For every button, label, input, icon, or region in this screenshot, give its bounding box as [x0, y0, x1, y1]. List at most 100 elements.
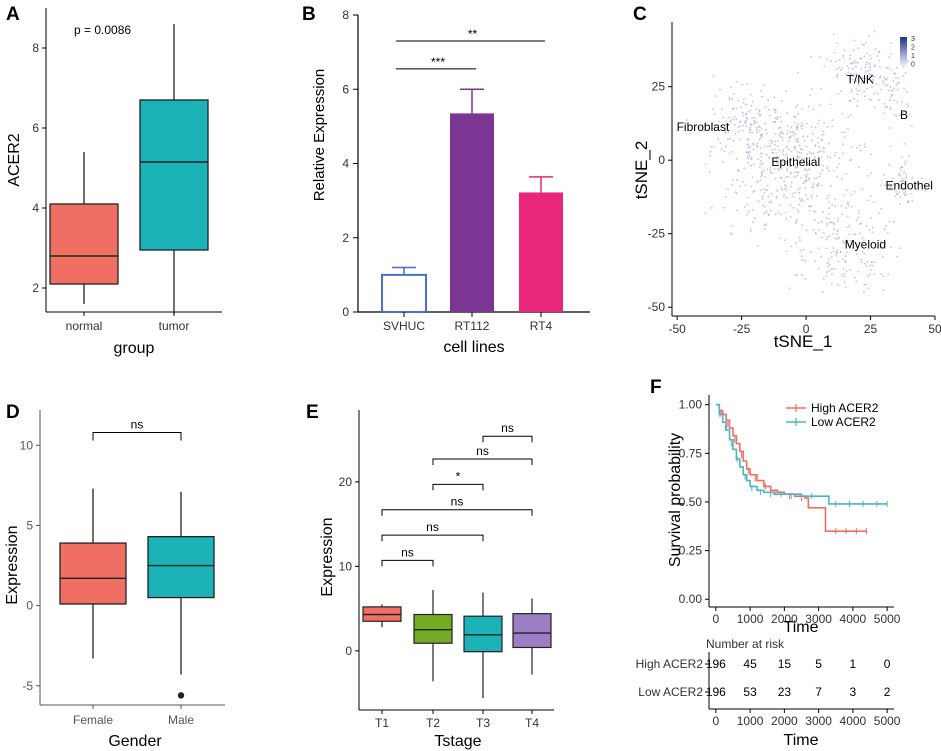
c-point-T/NK [868, 72, 871, 75]
c-point-Myeloid [828, 270, 831, 272]
f-x-tick-label: 1000 [737, 612, 764, 626]
c-point-Epithelial [858, 144, 861, 147]
c-point-Epithelial [704, 163, 707, 166]
c-point-Fibroblast [767, 99, 769, 101]
c-point-T/NK [853, 39, 856, 42]
c-point-Epithelial [761, 198, 764, 201]
c-point-Epithelial [786, 130, 789, 133]
c-point-Fibroblast [709, 150, 712, 153]
c-point-Epithelial [800, 199, 802, 202]
c-point-Myeloid [855, 253, 858, 256]
c-point-Epithelial [782, 153, 785, 156]
c-point-Fibroblast [761, 95, 763, 98]
c-point-Epithelial [763, 206, 766, 208]
c-point-Epithelial [763, 212, 765, 215]
c-point-Epithelial [778, 127, 780, 129]
b-x-tick-label: RT112 [455, 319, 490, 333]
c-point-Endothel [900, 166, 903, 169]
c-point-Fibroblast [780, 100, 783, 103]
c-point-T/NK [853, 97, 856, 100]
c-point-Epithelial [784, 187, 787, 190]
c-point-T/NK [852, 49, 855, 52]
c-point-Epithelial [831, 119, 834, 122]
c-point-T/NK [849, 57, 851, 60]
c-point-Epithelial [796, 208, 799, 211]
e-significance-bracket [381, 559, 434, 567]
c-point-Epithelial [806, 135, 809, 138]
c-point-Myeloid [831, 273, 833, 276]
c-point-Myeloid [849, 269, 851, 271]
f-x-tick-label: 2000 [771, 612, 798, 626]
c-point-Myeloid [830, 221, 833, 224]
c-point-Epithelial [801, 124, 804, 127]
c-point-T/NK [890, 69, 893, 71]
c-point-T/NK [855, 65, 857, 68]
c-point-Myeloid [843, 275, 846, 278]
c-point-T/NK [878, 98, 881, 101]
c-point-Epithelial [761, 162, 764, 165]
c-point-Epithelial [815, 177, 818, 179]
c-point-Epithelial [806, 162, 809, 164]
c-point-Epithelial [814, 126, 817, 129]
c-point-B [891, 93, 893, 96]
c-point-T/NK [866, 87, 868, 90]
c-point-Epithelial [745, 214, 748, 216]
c-point-Endothel [895, 191, 897, 193]
c-point-Epithelial [747, 161, 749, 164]
c-point-Epithelial [806, 153, 809, 156]
c-point-Epithelial [829, 184, 832, 187]
c-point-Epithelial [827, 194, 830, 197]
c-point-Epithelial [771, 152, 774, 154]
c-point-Epithelial [821, 134, 823, 137]
c-point-T/NK [877, 51, 880, 53]
c-point-T/NK [866, 70, 869, 73]
c-point-B [902, 75, 905, 77]
c-point-Myeloid [873, 273, 876, 275]
c-point-Epithelial [817, 122, 819, 125]
c-point-Epithelial [835, 152, 838, 154]
c-point-B [893, 99, 896, 102]
c-point-Epithelial [785, 147, 787, 149]
c-point-Fibroblast [753, 119, 755, 122]
c-point-Epithelial [795, 125, 798, 128]
c-point-Epithelial [796, 155, 799, 158]
d-y-tick-label: 10 [20, 438, 34, 452]
c-point-B [898, 81, 900, 84]
c-point-Epithelial [774, 143, 776, 146]
c-point-Fibroblast [786, 133, 788, 135]
c-point-Endothel [904, 191, 907, 193]
c-point-T/NK [836, 42, 839, 44]
c-point-Myeloid [883, 228, 886, 231]
c-point-Epithelial [847, 201, 849, 204]
c-point-Epithelial [846, 215, 849, 218]
c-point-Epithelial [808, 163, 811, 166]
c-point-Epithelial [795, 127, 798, 130]
c-point-Epithelial [816, 185, 819, 188]
c-point-Epithelial [775, 152, 777, 155]
c-point-Myeloid [799, 249, 802, 252]
c-point-T/NK [848, 99, 851, 102]
e-y-tick-label: 10 [339, 559, 353, 573]
c-point-Endothel [905, 176, 907, 179]
d-x-tick-label: Male [168, 713, 194, 727]
c-point-Endothel [923, 185, 926, 188]
c-point-Fibroblast [727, 123, 730, 126]
c-point-Fibroblast [737, 100, 740, 102]
c-point-Epithelial [790, 135, 792, 138]
c-point-Epithelial [792, 207, 795, 209]
c-point-Epithelial [833, 169, 835, 172]
c-point-Epithelial [813, 210, 815, 213]
c-point-Epithelial [863, 146, 866, 148]
c-point-Fibroblast [759, 114, 761, 117]
c-point-B [903, 87, 905, 90]
c-point-Fibroblast [724, 129, 727, 132]
c-point-Endothel [916, 182, 919, 185]
c-point-Epithelial [789, 216, 792, 218]
c-point-Myeloid [887, 273, 890, 276]
e-x-tick-label: T3 [476, 716, 490, 730]
c-point-Epithelial [867, 199, 870, 202]
f-risk-value: 196 [706, 657, 726, 671]
c-point-Myeloid [832, 233, 834, 235]
c-point-Endothel [888, 163, 891, 166]
c-point-Fibroblast [809, 94, 812, 97]
